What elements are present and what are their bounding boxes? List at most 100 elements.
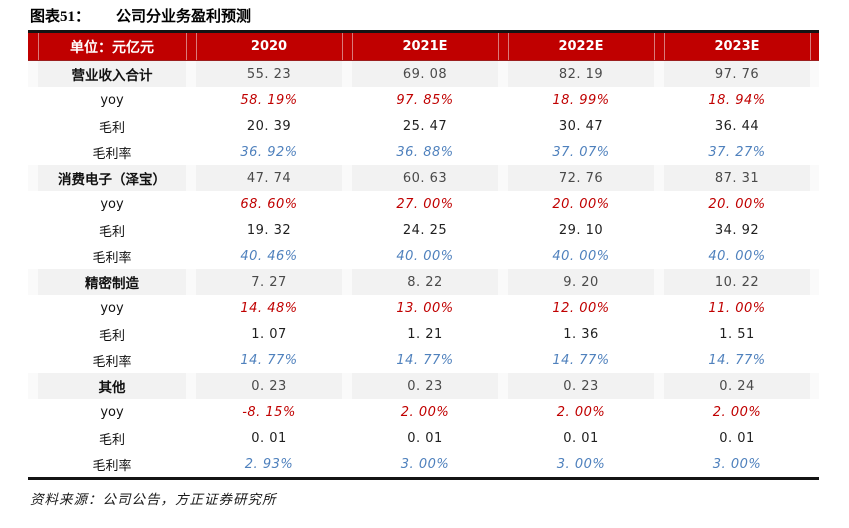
value-cell: 40. 00% [508,243,654,269]
header-spacer [809,31,819,61]
row-label-cell: 其他 [38,373,186,399]
column-spacer [654,87,664,113]
row-label-cell: 营业收入合计 [38,60,186,87]
column-spacer [186,60,196,87]
value-cell: 30. 47 [508,113,654,139]
value-cell: 55. 23 [196,60,342,87]
column-spacer [654,191,664,217]
column-spacer [498,191,508,217]
column-spacer [498,295,508,321]
value-cell: 0. 01 [196,425,342,451]
value-cell: 3. 00% [664,451,810,479]
metric-row: 毛利率 40. 46% 40. 00% 40. 00% 40. 00% [28,243,819,269]
column-spacer [186,321,196,347]
value-cell: 37. 07% [508,139,654,165]
column-spacer [186,425,196,451]
column-spacer [498,373,508,399]
column-spacer [28,425,38,451]
value-cell: 29. 10 [508,217,654,243]
column-spacer [810,113,819,139]
value-cell: 9. 20 [508,269,654,295]
row-label-cell: yoy [38,295,186,321]
year-column-2022e: 2022E [508,31,654,61]
value-cell: 1. 07 [196,321,342,347]
column-spacer [654,243,664,269]
column-spacer [654,347,664,373]
column-spacer [810,321,819,347]
profit-forecast-table: 单位：元亿元 2020 2021E 2022E 2023E 营业收入合计 55. … [28,30,819,480]
column-spacer [186,269,196,295]
column-spacer [654,425,664,451]
row-label-cell: 毛利率 [38,243,186,269]
column-spacer [810,165,819,191]
value-cell: 40. 00% [664,243,810,269]
figure-title: 图表51： 公司分业务盈利预测 [30,5,251,26]
metric-row: 毛利 20. 39 25. 47 30. 47 36. 44 [28,113,819,139]
column-spacer [654,451,664,479]
column-spacer [186,243,196,269]
column-spacer [654,139,664,165]
column-spacer [186,113,196,139]
column-spacer [186,373,196,399]
column-spacer [342,243,352,269]
value-cell: 27. 00% [352,191,498,217]
value-cell: 3. 00% [508,451,654,479]
column-spacer [186,217,196,243]
metric-row: yoy 58. 19% 97. 85% 18. 99% 18. 94% [28,87,819,113]
row-label-cell: 毛利 [38,425,186,451]
column-spacer [28,347,38,373]
value-cell: 58. 19% [196,87,342,113]
column-spacer [28,165,38,191]
column-spacer [810,295,819,321]
column-spacer [654,399,664,425]
column-spacer [28,87,38,113]
value-cell: 87. 31 [664,165,810,191]
value-cell: 1. 51 [664,321,810,347]
row-label-cell: 毛利率 [38,139,186,165]
column-spacer [810,191,819,217]
column-spacer [810,373,819,399]
metric-row: 毛利率 14. 77% 14. 77% 14. 77% 14. 77% [28,347,819,373]
value-cell: 1. 36 [508,321,654,347]
value-cell: 19. 32 [196,217,342,243]
column-spacer [342,347,352,373]
header-spacer [28,31,39,61]
value-cell: 1. 21 [352,321,498,347]
column-spacer [28,321,38,347]
value-cell: 14. 77% [508,347,654,373]
value-cell: 20. 00% [508,191,654,217]
value-cell: 68. 60% [196,191,342,217]
column-spacer [654,113,664,139]
value-cell: 72. 76 [508,165,654,191]
column-spacer [186,399,196,425]
value-cell: 0. 23 [508,373,654,399]
column-spacer [342,60,352,87]
column-spacer [498,347,508,373]
header-spacer [497,31,509,61]
value-cell: 36. 92% [196,139,342,165]
table-header: 单位：元亿元 2020 2021E 2022E 2023E [28,31,819,61]
column-spacer [186,451,196,479]
column-spacer [342,321,352,347]
value-cell: 97. 85% [352,87,498,113]
column-spacer [810,347,819,373]
value-cell: -8. 15% [196,399,342,425]
header-spacer [185,31,197,61]
column-spacer [498,217,508,243]
value-cell: 12. 00% [508,295,654,321]
value-cell: 69. 08 [352,60,498,87]
value-cell: 37. 27% [664,139,810,165]
metric-row: yoy -8. 15% 2. 00% 2. 00% 2. 00% [28,399,819,425]
value-cell: 97. 76 [664,60,810,87]
metric-row: 毛利 1. 07 1. 21 1. 36 1. 51 [28,321,819,347]
value-cell: 40. 46% [196,243,342,269]
value-cell: 13. 00% [352,295,498,321]
value-cell: 60. 63 [352,165,498,191]
column-spacer [498,113,508,139]
value-cell: 0. 24 [664,373,810,399]
metric-row: 毛利 19. 32 24. 25 29. 10 34. 92 [28,217,819,243]
column-spacer [342,295,352,321]
metric-row: yoy 68. 60% 27. 00% 20. 00% 20. 00% [28,191,819,217]
value-cell: 47. 74 [196,165,342,191]
